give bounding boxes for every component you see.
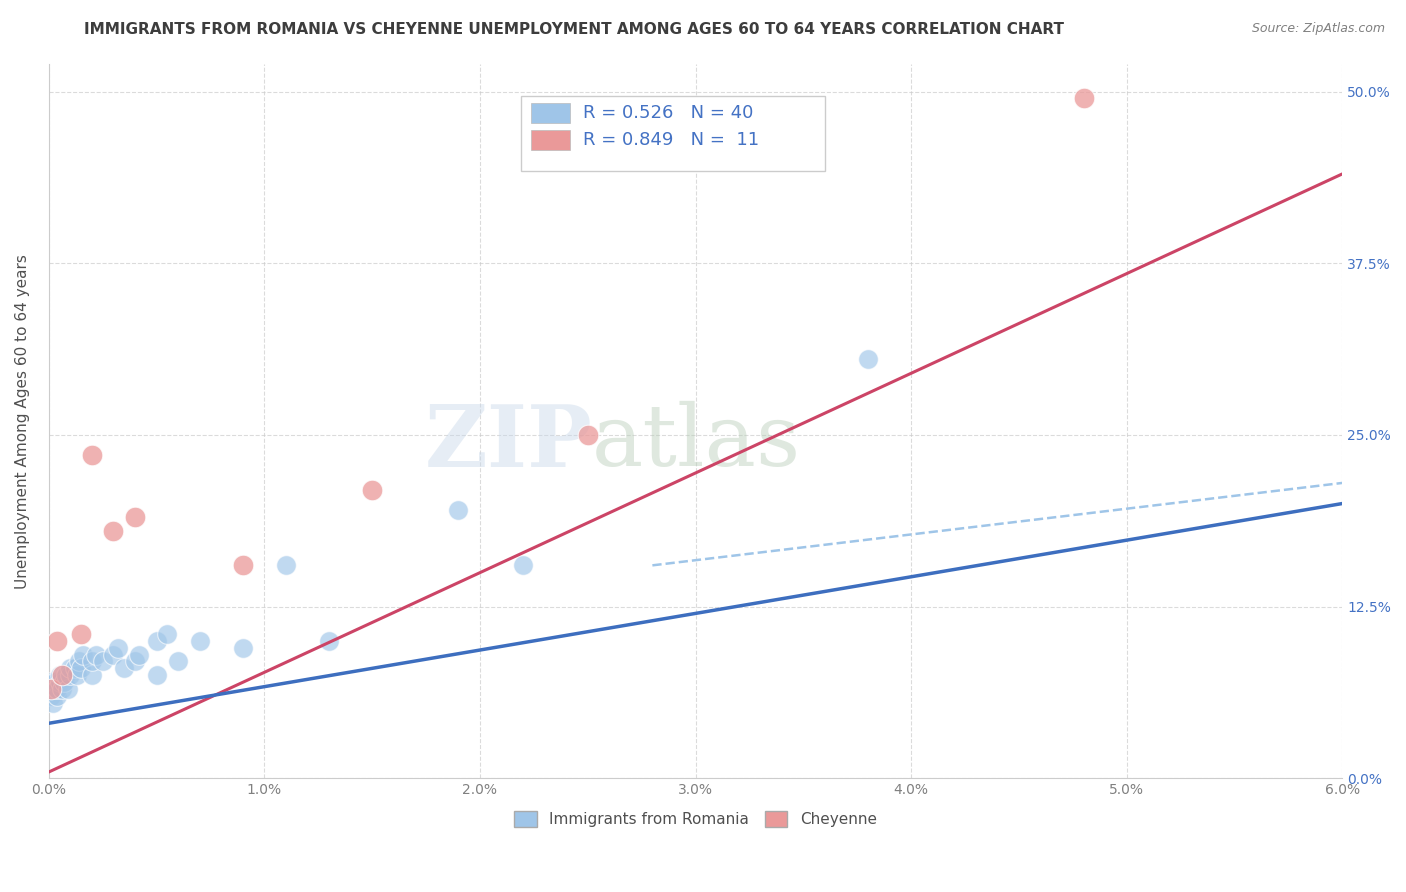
Point xyxy=(59,668,82,682)
Point xyxy=(188,633,211,648)
Point xyxy=(72,648,94,662)
Point xyxy=(1073,91,1095,105)
Y-axis label: Unemployment Among Ages 60 to 64 years: Unemployment Among Ages 60 to 64 years xyxy=(15,253,30,589)
Point xyxy=(46,633,69,648)
Point xyxy=(124,655,146,669)
Point xyxy=(318,633,340,648)
Point xyxy=(39,675,62,690)
Point xyxy=(128,648,150,662)
Point xyxy=(44,681,66,696)
Point xyxy=(103,648,125,662)
Point xyxy=(856,352,879,367)
Point xyxy=(48,668,70,682)
Point xyxy=(39,681,62,696)
Point xyxy=(51,668,73,682)
Point xyxy=(39,689,62,703)
Point xyxy=(232,640,254,655)
FancyBboxPatch shape xyxy=(520,96,825,171)
Point xyxy=(274,558,297,573)
Text: R = 0.849   N =  11: R = 0.849 N = 11 xyxy=(583,131,759,149)
Text: IMMIGRANTS FROM ROMANIA VS CHEYENNE UNEMPLOYMENT AMONG AGES 60 TO 64 YEARS CORRE: IMMIGRANTS FROM ROMANIA VS CHEYENNE UNEM… xyxy=(84,22,1064,37)
Point xyxy=(66,668,89,682)
Point xyxy=(145,668,167,682)
FancyBboxPatch shape xyxy=(531,129,569,150)
Point xyxy=(512,558,534,573)
Point xyxy=(576,428,599,442)
Point xyxy=(447,503,470,517)
Point xyxy=(70,627,93,641)
Point xyxy=(48,675,70,690)
Point xyxy=(56,681,79,696)
Point xyxy=(70,661,93,675)
Text: atlas: atlas xyxy=(592,401,801,484)
Point xyxy=(103,524,125,538)
Text: R = 0.526   N = 40: R = 0.526 N = 40 xyxy=(583,104,754,122)
FancyBboxPatch shape xyxy=(531,103,569,123)
Point xyxy=(232,558,254,573)
Point xyxy=(80,449,103,463)
Point xyxy=(145,633,167,648)
Point xyxy=(84,648,107,662)
Point xyxy=(59,661,82,675)
Point xyxy=(112,661,135,675)
Point xyxy=(67,655,90,669)
Point xyxy=(156,627,179,641)
Point xyxy=(107,640,129,655)
Text: Source: ZipAtlas.com: Source: ZipAtlas.com xyxy=(1251,22,1385,36)
Point xyxy=(42,696,65,710)
Point xyxy=(91,655,114,669)
Point xyxy=(51,681,73,696)
Point xyxy=(80,668,103,682)
Point xyxy=(63,661,86,675)
Text: ZIP: ZIP xyxy=(425,401,592,484)
Point xyxy=(361,483,384,497)
Point xyxy=(55,668,77,682)
Point xyxy=(46,689,69,703)
Point xyxy=(46,681,69,696)
Point xyxy=(124,510,146,524)
Legend: Immigrants from Romania, Cheyenne: Immigrants from Romania, Cheyenne xyxy=(506,804,884,835)
Point xyxy=(52,675,75,690)
Point xyxy=(44,675,66,690)
Point xyxy=(167,655,190,669)
Point xyxy=(80,655,103,669)
